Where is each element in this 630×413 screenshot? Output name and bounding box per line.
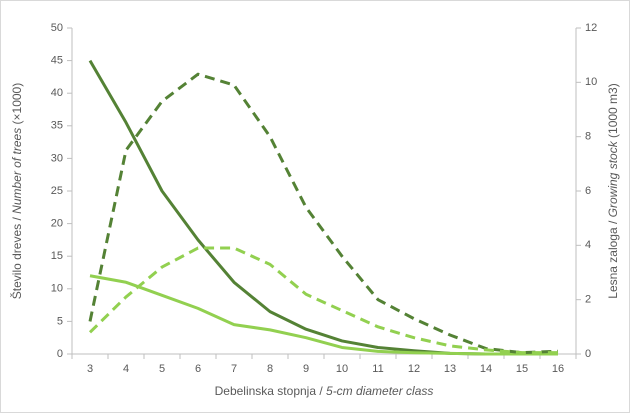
x-tick-label: 14 — [480, 363, 492, 375]
series-line — [88, 72, 559, 355]
y-title-part: Število dreves / — [9, 214, 24, 299]
x-tick-label: 15 — [516, 363, 528, 375]
x-tick-label: 3 — [87, 363, 93, 375]
x-title-part: 5-cm diameter class — [326, 384, 433, 398]
series-line — [89, 274, 558, 356]
y2-title-part: (1000 m3) — [606, 83, 620, 141]
y-tick-label: 10 — [51, 283, 63, 295]
y2-title-part: Lesna zaloga / — [606, 217, 620, 298]
y-tick-label: 15 — [51, 250, 63, 262]
y-title-part: (×1000) — [10, 83, 24, 128]
y2-tick-label: 6 — [585, 185, 591, 197]
y-tick-label: 5 — [57, 315, 63, 327]
x-title-part: Debelinska stopnja / — [215, 384, 326, 398]
y2-tick-label: 4 — [585, 239, 591, 251]
series-line — [88, 246, 558, 355]
x-tick-label: 8 — [267, 363, 273, 375]
y-title-part: Number of trees — [10, 128, 24, 214]
x-tick-label: 5 — [159, 363, 165, 375]
y2-tick-label: 10 — [585, 76, 597, 88]
y-tick-label: 0 — [57, 348, 63, 360]
y-tick-label: 40 — [51, 87, 63, 99]
x-axis-title: Debelinska stopnja / 5-cm diameter class — [215, 384, 434, 398]
y-tick-label: 20 — [51, 218, 63, 230]
x-tick-label: 16 — [552, 363, 564, 375]
x-tick-label: 13 — [444, 363, 456, 375]
x-tick-label: 11 — [372, 363, 383, 375]
y2-axis-title: Lesna zaloga / Growing stock (1000 m3) — [606, 83, 620, 298]
y-tick-label: 35 — [51, 120, 63, 132]
y-axis-title: Število dreves / Number of trees (×1000) — [9, 83, 24, 299]
x-tick-label: 10 — [336, 363, 348, 375]
x-tick-label: 4 — [123, 363, 129, 375]
y2-tick-label: 2 — [585, 294, 591, 306]
y2-tick-label: 8 — [585, 131, 591, 143]
x-tick-label: 7 — [231, 363, 237, 375]
x-tick-label: 12 — [408, 363, 420, 375]
y2-tick-label: 0 — [585, 348, 591, 360]
y-tick-label: 25 — [51, 185, 63, 197]
x-tick-label: 9 — [303, 363, 309, 375]
y-tick-label: 30 — [51, 152, 63, 164]
x-tick-label: 6 — [195, 363, 201, 375]
y-tick-label: 50 — [51, 22, 63, 34]
y2-tick-label: 12 — [585, 22, 597, 34]
y-tick-label: 45 — [51, 55, 63, 67]
y2-title-part: Growing stock — [606, 140, 620, 217]
